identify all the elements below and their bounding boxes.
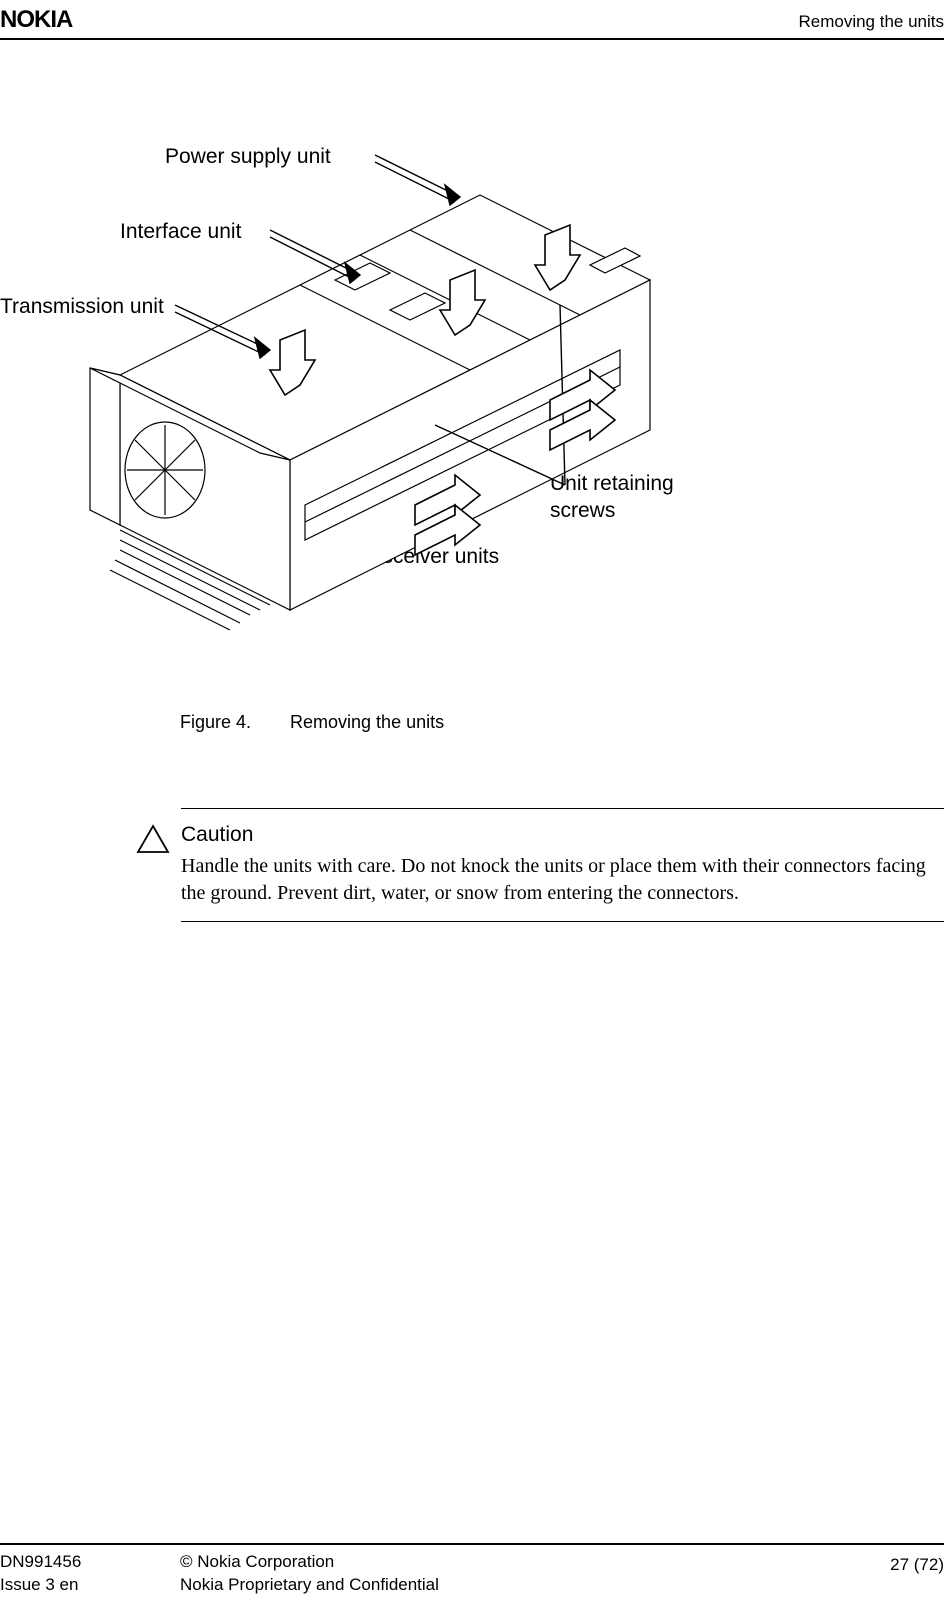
caution-triangle-icon: [136, 824, 170, 854]
device-illustration: [60, 125, 700, 665]
footer-classification: Nokia Proprietary and Confidential: [180, 1574, 439, 1597]
nokia-logo: NOKIA: [0, 6, 72, 34]
caution-divider-top: [181, 808, 944, 809]
header-divider: [0, 38, 944, 40]
footer-copyright: © Nokia Corporation: [180, 1551, 439, 1574]
footer-center-block: © Nokia Corporation Nokia Proprietary an…: [180, 1551, 439, 1597]
figure-caption-text: Removing the units: [290, 712, 444, 732]
page-section-title: Removing the units: [798, 12, 944, 32]
footer-page-number: 27 (72): [890, 1555, 944, 1575]
footer-issue: Issue 3 en: [0, 1574, 81, 1597]
footer-doc-id: DN991456: [0, 1551, 81, 1574]
page-footer: DN991456 Issue 3 en © Nokia Corporation …: [0, 1543, 944, 1597]
caution-block: Caution Handle the units with care. Do n…: [136, 808, 944, 922]
caution-heading: Caution: [181, 823, 944, 847]
caution-divider-bottom: [181, 921, 944, 922]
footer-left-block: DN991456 Issue 3 en: [0, 1551, 81, 1597]
figure-caption: Figure 4. Removing the units: [180, 712, 444, 733]
figure-number: Figure 4.: [180, 712, 285, 733]
caution-body-text: Handle the units with care. Do not knock…: [181, 853, 944, 907]
footer-divider: [0, 1543, 944, 1545]
figure-diagram: Power supply unit Interface unit Transmi…: [0, 125, 944, 745]
